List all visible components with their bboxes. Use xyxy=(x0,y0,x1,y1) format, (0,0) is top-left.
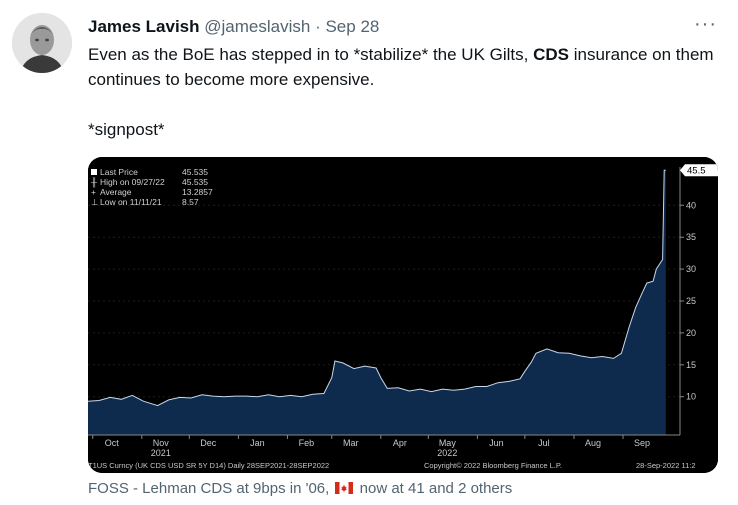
x-tick-label: Jul xyxy=(538,438,550,448)
tweet-text-part1: Even as the BoE has stepped in to *stabi… xyxy=(88,45,534,64)
y-tick-label: 15 xyxy=(686,360,696,370)
chart-legend: Last Price 45.535 ╫ High on 09/27/22 45.… xyxy=(90,167,213,207)
x-tick-label: Apr xyxy=(393,438,407,448)
legend-label: High on 09/27/22 xyxy=(100,177,165,187)
y-tick-label: 30 xyxy=(686,264,696,274)
context-suffix: now at 41 xyxy=(359,480,425,497)
x-year-label: 2022 xyxy=(437,448,457,458)
x-tick-label: Oct xyxy=(105,438,120,448)
x-tick-label: Dec xyxy=(200,438,217,448)
legend-value: 45.535 xyxy=(182,167,208,177)
y-tick-label: 35 xyxy=(686,232,696,242)
tweet-text: Even as the BoE has stepped in to *stabi… xyxy=(88,42,718,142)
tweet-text-bold: CDS xyxy=(533,45,569,64)
chart-footer-center: Copyright© 2022 Bloomberg Finance L.P. xyxy=(424,461,562,470)
tweet-date[interactable]: Sep 28 xyxy=(325,17,380,36)
x-tick-label: Sep xyxy=(634,438,650,448)
legend-value: 13.2857 xyxy=(182,187,213,197)
x-tick-label: Jan xyxy=(250,438,265,448)
y-tick-label: 25 xyxy=(686,296,696,306)
context-prefix: FOSS - Lehman CDS at 9bps in '06, xyxy=(88,480,330,497)
chart-image[interactable]: 10 15 20 25 30 35 40 Oct Nov 2021 Dec Jan Feb Mar Apr… xyxy=(88,157,718,473)
legend-label: Low on 11/11/21 xyxy=(100,197,162,207)
x-tick-label: May xyxy=(439,438,457,448)
author-handle[interactable]: @jameslavish xyxy=(204,17,311,36)
svg-text:⊥: ⊥ xyxy=(91,197,99,207)
y-tick-label: 40 xyxy=(686,200,696,210)
last-price-label: 45.5 xyxy=(687,166,706,177)
y-tick-label: 20 xyxy=(686,328,696,338)
chart-footer: T1US Curncy (UK CDS USD SR 5Y D14) Daily… xyxy=(88,461,696,470)
x-tick-label: Jun xyxy=(489,438,504,448)
header-separator: · xyxy=(315,17,321,36)
legend-label: Average xyxy=(100,187,132,197)
legend-value: 45.535 xyxy=(182,177,208,187)
canada-flag-icon xyxy=(335,482,354,494)
x-year-label: 2021 xyxy=(151,448,171,458)
price-line xyxy=(88,169,666,407)
tweet-paragraph: Even as the BoE has stepped in to *stabi… xyxy=(88,42,718,92)
x-tick-label: Aug xyxy=(585,438,601,448)
chart-footer-left: T1US Curncy (UK CDS USD SR 5Y D14) Daily… xyxy=(88,461,329,470)
x-tick-label: Mar xyxy=(343,438,359,448)
tweet-text-part2: insurance on them continues to become mo… xyxy=(88,45,714,89)
author-name[interactable]: James Lavish xyxy=(88,17,200,36)
legend-value: 8.57 xyxy=(182,197,199,207)
more-dots-icon[interactable]: ··· xyxy=(694,13,717,35)
author-avatar[interactable] xyxy=(12,13,72,73)
tweet-context-line[interactable]: FOSS - Lehman CDS at 9bps in '06, now at… xyxy=(88,480,512,497)
last-price-tag xyxy=(680,164,718,177)
svg-text:+: + xyxy=(91,187,96,197)
chart-footer-right: 28-Sep-2022 11:2 xyxy=(636,461,696,470)
legend-label: Last Price xyxy=(100,167,138,177)
svg-text:╫: ╫ xyxy=(90,177,98,188)
x-tick-label: Nov xyxy=(153,438,170,448)
y-tick-label: 10 xyxy=(686,392,696,402)
x-tick-label: Feb xyxy=(299,438,315,448)
tweet-header: James Lavish @jameslavish · Sep 28 xyxy=(88,17,379,37)
price-area xyxy=(88,170,666,435)
tweet-signpost: *signpost* xyxy=(88,120,165,139)
avatar-portrait xyxy=(12,13,72,73)
context-others[interactable]: and 2 others xyxy=(428,480,513,497)
